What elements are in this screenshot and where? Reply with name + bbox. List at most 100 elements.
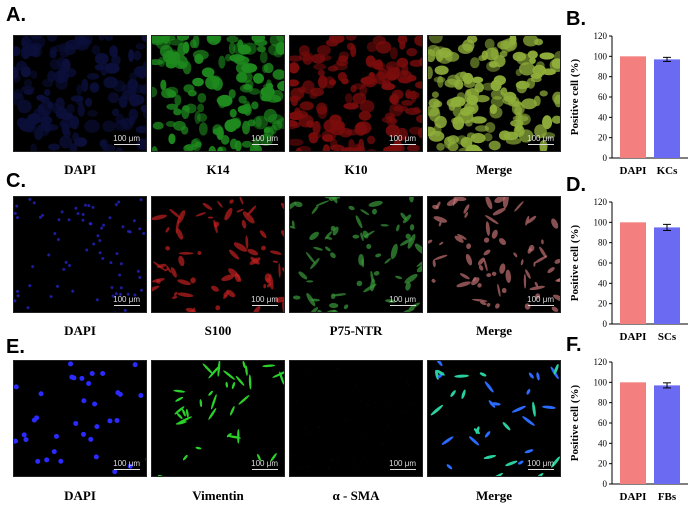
scale-bar-label: 100 μm — [251, 134, 278, 143]
x-category-label: KCs — [657, 165, 679, 177]
scale-bar: 100 μm — [113, 459, 140, 470]
scale-bar: 100 μm — [389, 295, 416, 306]
scale-bar: 100 μm — [113, 295, 140, 306]
x-category-label: DAPI — [620, 165, 647, 177]
micrograph-row1-2: 100 μm — [151, 35, 285, 152]
scale-bar-line — [527, 305, 554, 306]
scale-bar-line — [251, 144, 278, 145]
y-tick-label: 60 — [598, 258, 608, 268]
panel-letter-e: E. — [6, 336, 25, 358]
y-axis-label: Positive cell (%) — [569, 224, 581, 301]
micrograph-label: Merge — [475, 488, 513, 503]
scale-bar: 100 μm — [251, 295, 278, 306]
scale-bar-label: 100 μm — [113, 295, 140, 304]
micrograph-label: DAPI — [64, 162, 96, 177]
bar-dapi — [620, 382, 646, 484]
micrograph-row3-1: 100 μm — [13, 360, 147, 477]
y-tick-label: 120 — [594, 357, 608, 367]
y-tick-label: 20 — [598, 133, 608, 143]
scale-bar-label: 100 μm — [527, 295, 554, 304]
y-tick-label: 20 — [598, 299, 608, 309]
bar-kcs — [654, 59, 680, 158]
y-tick-label: 80 — [598, 238, 608, 248]
micrograph-label: K10 — [344, 162, 368, 177]
micrograph-row2-4: 100 μm — [427, 196, 561, 313]
y-tick-label: 100 — [594, 217, 608, 227]
bar-chart-fbs: Positive cell (%) 0 20 40 60 80 100 120 DAPI FBs — [569, 357, 688, 503]
panel-letter-f: F. — [566, 334, 582, 356]
panel-letter-d: D. — [566, 174, 586, 196]
scale-bar-label: 100 μm — [251, 459, 278, 468]
bar-chart-kcs: Positive cell (%) 0 20 40 60 80 100 120 DAPI KCs — [569, 31, 688, 177]
micrograph-row2-1: 100 μm — [13, 196, 147, 313]
y-tick-label: 0 — [603, 479, 608, 489]
y-tick-label: 80 — [598, 398, 608, 408]
x-category-label: DAPI — [620, 331, 647, 343]
micrograph-row3-2: 100 μm — [151, 360, 285, 477]
panel-letter-b: B. — [566, 8, 586, 30]
x-category-label: DAPI — [620, 491, 647, 503]
y-tick-label: 0 — [603, 319, 608, 329]
y-tick-label: 0 — [603, 153, 608, 163]
micrograph-row2-2: 100 μm — [151, 196, 285, 313]
scale-bar-line — [527, 144, 554, 145]
micrograph-row1-1: 100 μm — [13, 35, 147, 152]
y-axis-label: Positive cell (%) — [569, 58, 581, 135]
scale-bar-label: 100 μm — [527, 459, 554, 468]
micrograph-row3-4: 100 μm — [427, 360, 561, 477]
scale-bar-label: 100 μm — [527, 134, 554, 143]
scale-bar-line — [527, 469, 554, 470]
y-tick-label: 40 — [598, 438, 608, 448]
scale-bar-line — [389, 469, 416, 470]
y-tick-label: 100 — [594, 377, 608, 387]
micrograph-label: Merge — [475, 162, 513, 177]
y-tick-label: 80 — [598, 72, 608, 82]
scale-bar-label: 100 μm — [389, 134, 416, 143]
scale-bar-line — [113, 469, 140, 470]
micrograph-row2-3: 100 μm — [289, 196, 423, 313]
scale-bar-label: 100 μm — [389, 295, 416, 304]
scale-bar: 100 μm — [389, 134, 416, 145]
bar-dapi — [620, 56, 646, 158]
x-category-label: FBs — [658, 491, 677, 503]
y-tick-label: 40 — [598, 112, 608, 122]
micrograph-label: P75-NTR — [329, 323, 383, 338]
scale-bar: 100 μm — [113, 134, 140, 145]
y-tick-label: 40 — [598, 278, 608, 288]
micrograph-label: S100 — [204, 323, 232, 338]
scale-bar-line — [389, 305, 416, 306]
bar-chart-scs: Positive cell (%) 0 20 40 60 80 100 120 DAPI SCs — [569, 197, 688, 343]
micrograph-label: DAPI — [64, 488, 96, 503]
scale-bar-line — [251, 305, 278, 306]
micrograph-label: Vimentin — [192, 488, 244, 503]
scale-bar: 100 μm — [251, 134, 278, 145]
micrograph-label: α - SMA — [332, 488, 380, 503]
scale-bar-label: 100 μm — [113, 459, 140, 468]
scale-bar-line — [113, 305, 140, 306]
panel-letter-a: A. — [6, 4, 26, 26]
x-category-label: SCs — [658, 331, 677, 343]
scale-bar: 100 μm — [389, 459, 416, 470]
y-tick-label: 20 — [598, 459, 608, 469]
scale-bar: 100 μm — [527, 459, 554, 470]
scale-bar-label: 100 μm — [113, 134, 140, 143]
bar-scs — [654, 227, 680, 324]
y-tick-label: 120 — [594, 31, 608, 41]
scale-bar-line — [113, 144, 140, 145]
micrograph-label: Merge — [475, 323, 513, 338]
scale-bar: 100 μm — [527, 295, 554, 306]
scale-bar-label: 100 μm — [389, 459, 416, 468]
micrograph-row3-3: 100 μm — [289, 360, 423, 477]
y-tick-label: 120 — [594, 197, 608, 207]
micrograph-row1-4: 100 μm — [427, 35, 561, 152]
scale-bar: 100 μm — [527, 134, 554, 145]
bar-dapi — [620, 222, 646, 324]
y-tick-label: 100 — [594, 51, 608, 61]
micrograph-label: DAPI — [64, 323, 96, 338]
y-axis-label: Positive cell (%) — [569, 384, 581, 461]
bar-fbs — [654, 385, 680, 484]
micrograph-label: K14 — [206, 162, 230, 177]
y-tick-label: 60 — [598, 418, 608, 428]
scale-bar-line — [389, 144, 416, 145]
scale-bar-label: 100 μm — [251, 295, 278, 304]
